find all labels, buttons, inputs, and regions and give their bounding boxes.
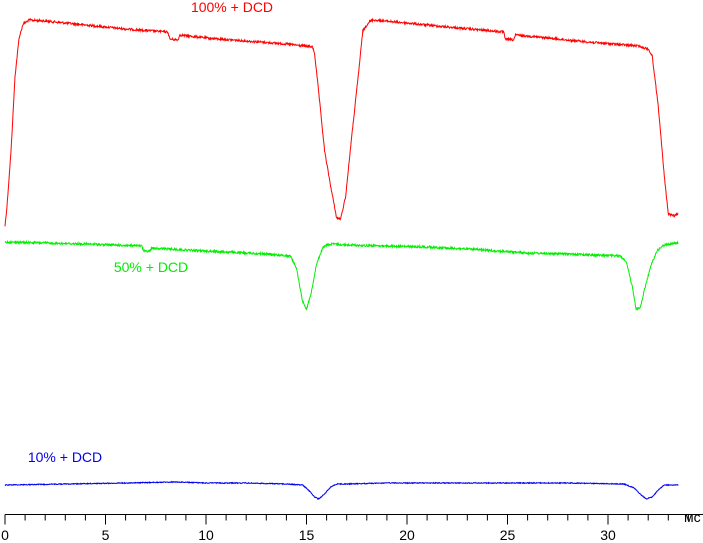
x-tick-label: 10: [198, 527, 214, 543]
series-layer: [4, 17, 679, 500]
x-tick-label: 5: [102, 527, 110, 543]
series-line-2: [4, 239, 679, 312]
series-label-2: 50% + DCD: [114, 259, 188, 275]
series-label-layer: 100% + DCD 50% + DCD 10% + DCD: [28, 0, 273, 465]
x-tick-label: 25: [500, 527, 516, 543]
x-axis: 0 5 10 15 20 25 30: [1, 514, 703, 543]
x-tick-label: 15: [299, 527, 315, 543]
series-label-3: 10% + DCD: [28, 449, 102, 465]
series-line-1: [4, 17, 679, 227]
x-tick-label: 20: [399, 527, 415, 543]
series-label-1: 100% + DCD: [191, 0, 273, 15]
x-tick-label: 0: [1, 527, 9, 543]
x-tick-label: 30: [600, 527, 616, 543]
x-axis-unit-label: мс: [684, 509, 701, 525]
series-line-3: [4, 480, 679, 500]
